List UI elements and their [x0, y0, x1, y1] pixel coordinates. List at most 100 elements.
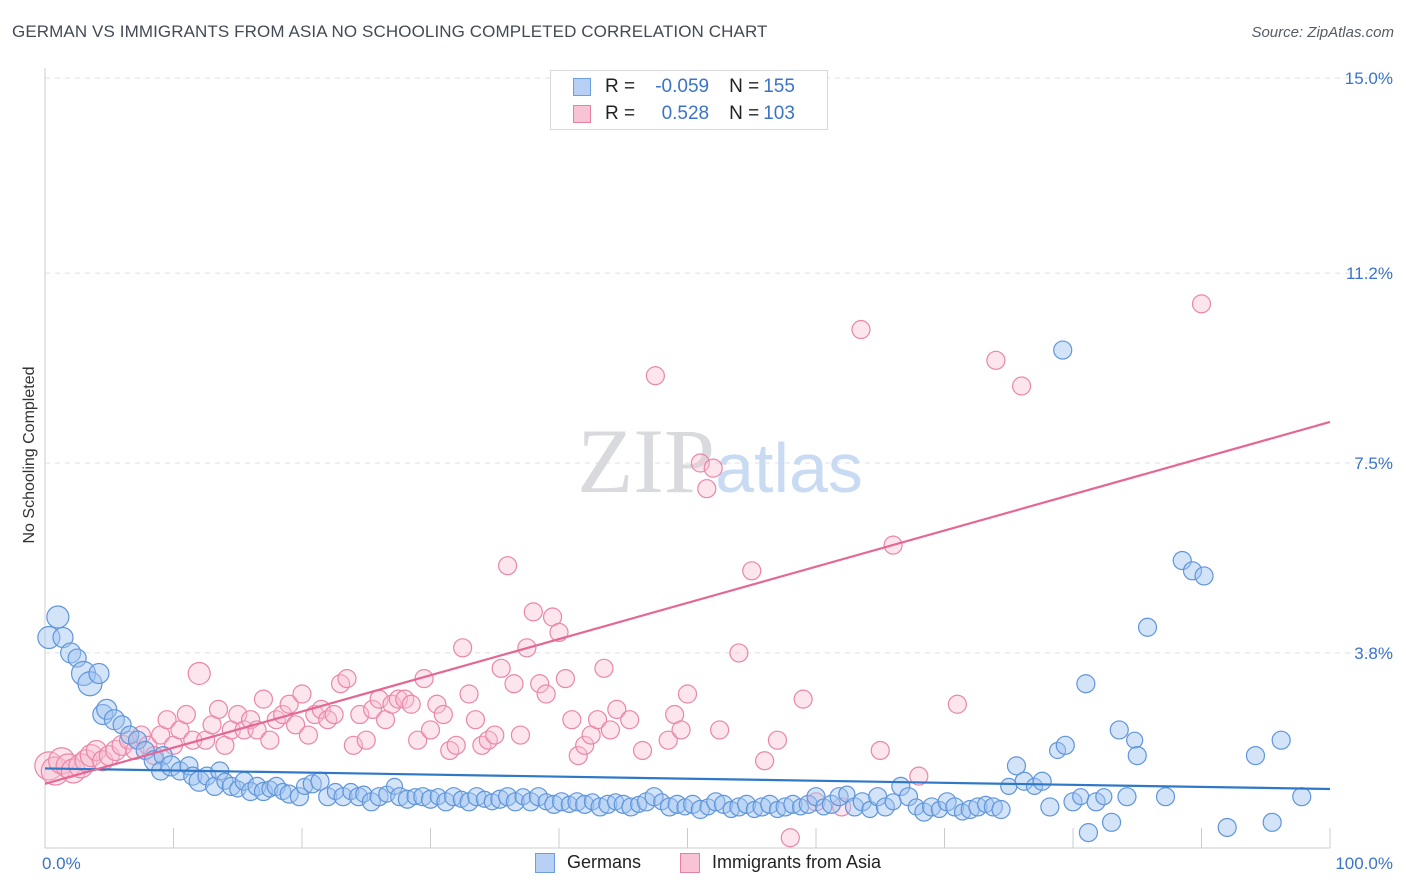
asia-point: [1191, 294, 1212, 314]
asia-point: [851, 319, 871, 340]
asia-point: [446, 735, 466, 755]
asia-point: [176, 704, 196, 725]
y-tick-label: 11.2%: [1346, 264, 1393, 283]
german-point: [88, 662, 110, 685]
german-point: [544, 794, 564, 814]
gridlines: [45, 77, 1392, 654]
german-point: [77, 671, 103, 697]
german-point: [1053, 340, 1073, 360]
german-point: [567, 792, 587, 812]
asia-point: [472, 735, 492, 755]
tick-labels: 3.8% 7.5% 11.2% 15.0% 0.0% 100.0%: [42, 69, 1393, 873]
asia-point: [754, 751, 775, 771]
german-point: [983, 797, 1003, 817]
asia-point: [870, 740, 890, 761]
asia-point: [677, 684, 698, 704]
german-point: [52, 626, 74, 649]
asia-point: [504, 674, 524, 694]
series-legend-germans[interactable]: Germans: [535, 852, 641, 873]
german-point: [1040, 797, 1060, 817]
series-label-asia: Immigrants from Asia: [712, 852, 882, 872]
legend-row-germans: R = -0.059 N = 155: [573, 75, 795, 99]
asia-point: [671, 720, 691, 740]
german-point: [1006, 756, 1027, 776]
legend-r-label: R =: [605, 103, 636, 124]
german-point: [1000, 777, 1018, 796]
german-point: [613, 794, 633, 814]
asia-point: [465, 710, 486, 730]
asia-point: [690, 453, 710, 473]
asia-point: [555, 668, 576, 689]
asia-point: [697, 479, 717, 499]
german-point: [505, 792, 525, 812]
asia-point: [793, 689, 813, 709]
series-swatch-asia: [680, 852, 700, 873]
legend-r-value: 0.528: [661, 103, 710, 124]
german-point: [1055, 735, 1075, 755]
asia-point: [780, 828, 800, 848]
german-point: [875, 797, 895, 817]
y-tick-label: 7.5%: [1354, 454, 1393, 473]
trend-lines: [44, 420, 1331, 791]
correlation-legend: R = -0.059 N = 155 R = 0.528 N = 103: [550, 70, 828, 130]
legend-n-value: 155: [763, 76, 795, 97]
asia-point: [658, 730, 678, 750]
asia-point: [536, 684, 556, 704]
watermark: ZIPatlas: [577, 410, 863, 512]
asia-point: [208, 699, 229, 720]
asia-point: [382, 694, 402, 714]
german-point: [644, 787, 664, 807]
asia-points: [34, 294, 1212, 848]
asia-point: [453, 638, 473, 658]
x-tick-label: 100.0%: [1335, 854, 1393, 873]
asia-point: [594, 658, 614, 678]
german-point: [706, 792, 726, 812]
german-points: [37, 340, 1312, 843]
asia-point: [909, 766, 929, 786]
german-point: [221, 776, 241, 797]
asia-point: [607, 699, 627, 720]
series-label-germans: Germans: [567, 852, 642, 872]
german-point: [490, 789, 510, 809]
asia-point: [401, 694, 421, 714]
chart-title: GERMAN VS IMMIGRANTS FROM ASIA NO SCHOOL…: [12, 22, 768, 41]
series-swatch-germans: [535, 852, 555, 873]
asia-point: [1011, 376, 1032, 396]
german-point: [253, 781, 274, 802]
asia-point: [318, 710, 338, 730]
asia-point: [343, 735, 363, 755]
asia-point: [600, 720, 621, 740]
german-point: [1101, 812, 1122, 832]
asia-point: [395, 689, 415, 709]
german-point: [729, 797, 749, 817]
german-point: [752, 797, 772, 817]
legend-n-label: N =: [729, 76, 760, 97]
asia-point: [575, 735, 595, 755]
asia-point: [767, 730, 788, 750]
german-point: [318, 787, 338, 807]
legend-swatch-asia: [573, 105, 591, 123]
german-point: [127, 730, 148, 750]
legend-swatch-germans: [573, 78, 591, 96]
german-point: [659, 797, 680, 817]
german-point: [775, 797, 795, 817]
german-point: [945, 797, 965, 817]
legend-n-label: N =: [729, 103, 760, 124]
german-point: [355, 785, 373, 803]
german-point: [1292, 787, 1312, 807]
asia-point: [729, 643, 749, 663]
series-legend-asia[interactable]: Immigrants from Asia: [680, 852, 881, 873]
german-point: [390, 787, 410, 807]
asia-point: [388, 689, 408, 709]
german-point: [1072, 788, 1090, 806]
german-point: [1117, 787, 1137, 807]
axes: [44, 68, 1331, 849]
asia-point: [408, 730, 428, 750]
legend-r-label: R =: [605, 76, 636, 97]
asia-point: [530, 674, 550, 694]
german-point: [112, 715, 132, 735]
asia-point: [632, 740, 653, 761]
y-tick-label: 15.0%: [1345, 69, 1393, 88]
asia-point: [523, 602, 543, 622]
